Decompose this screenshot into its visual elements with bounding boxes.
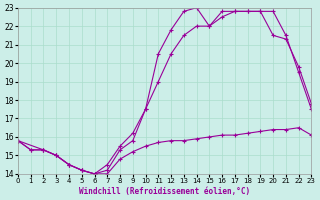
X-axis label: Windchill (Refroidissement éolien,°C): Windchill (Refroidissement éolien,°C) [79,187,250,196]
